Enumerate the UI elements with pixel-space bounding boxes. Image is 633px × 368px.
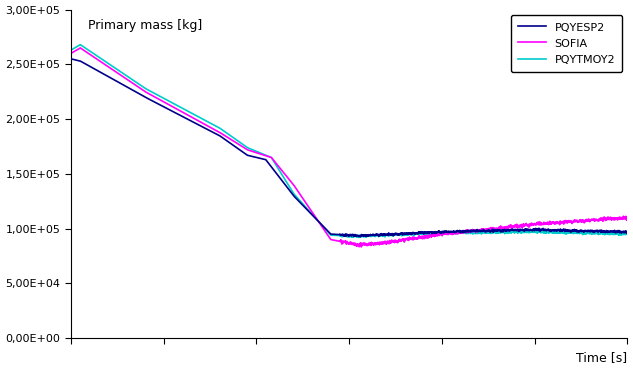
SOFIA bbox=[624, 216, 631, 220]
PQYTMOY2 bbox=[301, 204, 309, 208]
Text: Time [s]: Time [s] bbox=[576, 351, 627, 364]
SOFIA bbox=[579, 220, 587, 224]
PQYTMOY2 bbox=[77, 42, 84, 47]
PQYTMOY2 bbox=[624, 231, 631, 236]
PQYESP2 bbox=[606, 230, 614, 234]
Line: SOFIA: SOFIA bbox=[71, 48, 627, 247]
PQYESP2 bbox=[472, 229, 479, 234]
Line: PQYESP2: PQYESP2 bbox=[71, 59, 627, 237]
SOFIA bbox=[358, 245, 365, 249]
PQYTMOY2 bbox=[472, 231, 479, 236]
SOFIA bbox=[67, 51, 75, 56]
SOFIA bbox=[472, 228, 479, 233]
PQYTMOY2 bbox=[579, 233, 587, 237]
SOFIA bbox=[301, 199, 309, 204]
Legend: PQYESP2, SOFIA, PQYTMOY2: PQYESP2, SOFIA, PQYTMOY2 bbox=[511, 15, 622, 72]
SOFIA bbox=[306, 206, 313, 210]
Text: Primary mass [kg]: Primary mass [kg] bbox=[87, 20, 202, 32]
Line: PQYTMOY2: PQYTMOY2 bbox=[71, 45, 627, 237]
PQYTMOY2 bbox=[67, 48, 75, 52]
PQYTMOY2 bbox=[306, 209, 313, 213]
PQYTMOY2 bbox=[607, 232, 615, 236]
PQYESP2 bbox=[624, 229, 631, 233]
PQYESP2 bbox=[332, 232, 339, 237]
PQYTMOY2 bbox=[355, 235, 363, 240]
PQYESP2 bbox=[67, 57, 75, 61]
SOFIA bbox=[77, 46, 84, 50]
PQYESP2 bbox=[579, 229, 587, 233]
PQYESP2 bbox=[355, 234, 363, 239]
SOFIA bbox=[332, 238, 339, 243]
PQYTMOY2 bbox=[332, 233, 339, 238]
PQYESP2 bbox=[305, 210, 313, 214]
PQYESP2 bbox=[301, 205, 308, 209]
SOFIA bbox=[607, 216, 615, 220]
